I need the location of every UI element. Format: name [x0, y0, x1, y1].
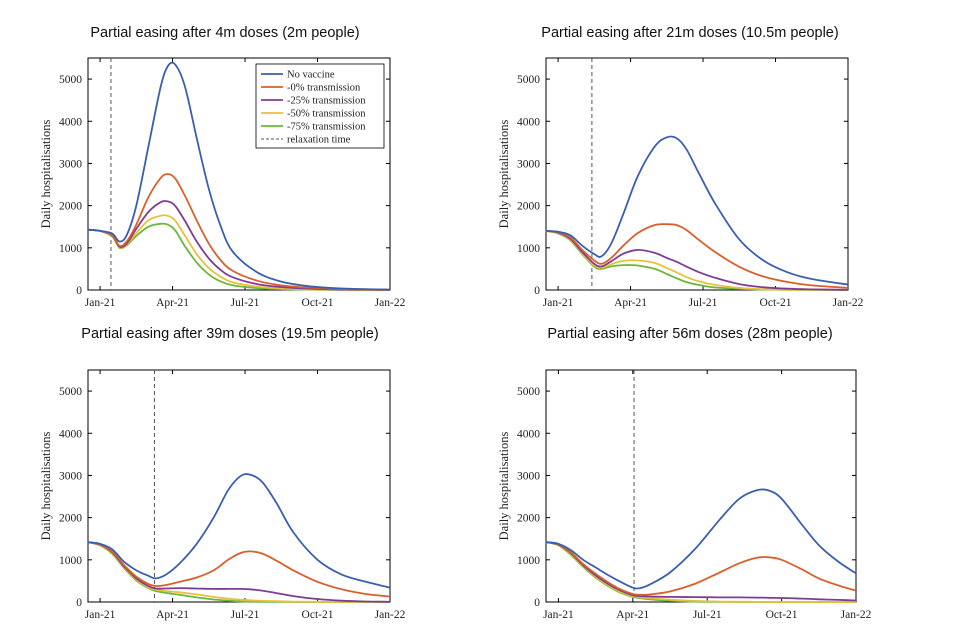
series-line-no-vaccine	[87, 61, 391, 291]
series-line-no-vaccine	[87, 473, 391, 589]
series-line-transmission-50	[545, 230, 849, 291]
x-tick-label: Jan-21	[543, 297, 574, 309]
y-tick-label: 0	[76, 285, 82, 297]
y-tick-label: 2000	[517, 201, 540, 213]
y-tick-label: 2000	[517, 513, 540, 525]
legend-label: relaxation time	[287, 135, 351, 146]
y-tick-label: 5000	[517, 386, 540, 398]
x-tick-label: Oct-21	[766, 609, 798, 621]
y-tick-label: 2000	[59, 513, 82, 525]
chart-1-frame	[87, 57, 391, 291]
legend-label: No vaccine	[287, 70, 335, 81]
y-tick-label: 1000	[517, 555, 540, 567]
y-tick-label: 4000	[517, 116, 540, 128]
x-tick-label: Apr-21	[156, 297, 189, 309]
x-tick-label: Oct-21	[760, 297, 792, 309]
series-line-transmission-75	[87, 541, 390, 603]
legend-label: -0% transmission	[287, 83, 361, 94]
x-tick-label: Jan-22	[841, 609, 872, 621]
x-tick-label: Jul-21	[689, 297, 718, 309]
x-tick-label: Jul-21	[693, 609, 722, 621]
legend-label: -75% transmission	[287, 122, 366, 133]
y-tick-label: 0	[534, 597, 540, 609]
x-tick-label: Jan-22	[833, 297, 864, 309]
y-tick-label: 3000	[517, 470, 540, 482]
series-line-transmission-25	[545, 230, 849, 291]
y-tick-label: 0	[76, 597, 82, 609]
y-tick-label: 5000	[59, 386, 82, 398]
series-line-transmission-0	[545, 541, 857, 596]
x-tick-label: Jan-21	[85, 297, 116, 309]
x-tick-label: Jan-22	[375, 297, 406, 309]
y-tick-label: 4000	[59, 428, 82, 440]
x-tick-label: Jan-22	[375, 609, 406, 621]
y-axis-label: Daily hospitalisations	[497, 120, 511, 229]
legend-label: -25% transmission	[287, 96, 366, 107]
y-tick-label: 3000	[59, 158, 82, 170]
series-line-transmission-25	[87, 541, 391, 603]
series-line-transmission-0	[87, 173, 391, 291]
y-tick-label: 0	[534, 285, 540, 297]
y-axis-label: Daily hospitalisations	[39, 120, 53, 229]
series-line-transmission-0	[87, 541, 391, 598]
chart-4-group: 0 1000 2000 3000 4000 5000 Jan-21 Apr-21 Jul-21 O…	[497, 369, 872, 621]
series-line-transmission-0	[545, 223, 849, 289]
legend-label: -50% transmission	[287, 109, 366, 120]
chart-3-group: 0 1000 2000 3000 4000 5000 Jan-21 Apr-21 Jul-21 O…	[39, 369, 406, 621]
x-tick-label: Apr-21	[156, 609, 189, 621]
chart-3-title: Partial easing after 39m doses (19.5m pe…	[81, 326, 379, 342]
legend-box	[255, 63, 385, 149]
x-tick-label: Jul-21	[231, 297, 260, 309]
chart-2-frame	[545, 57, 849, 291]
series-line-transmission-25	[87, 200, 391, 291]
y-tick-label: 5000	[59, 74, 82, 86]
series-line-no-vaccine	[545, 488, 857, 590]
x-tick-label: Oct-21	[302, 297, 334, 309]
x-tick-label: Apr-21	[614, 297, 647, 309]
chart-2-group: 0 1000 2000 3000 4000 5000 Jan-21 Apr-21 Jul-21 O…	[497, 57, 864, 309]
chart-1-group: 0 1000 2000 3000 4000 5000 Jan-21 Apr-21 Jul-21 O…	[39, 57, 406, 309]
y-tick-label: 4000	[59, 116, 82, 128]
y-axis-label: Daily hospitalisations	[39, 432, 53, 541]
x-tick-label: Jan-21	[85, 609, 116, 621]
series-line-transmission-50	[87, 541, 390, 603]
x-tick-label: Apr-21	[616, 609, 649, 621]
y-tick-label: 3000	[517, 158, 540, 170]
chart-4-frame	[545, 369, 857, 603]
chart-1-title: Partial easing after 4m doses (2m people…	[90, 25, 360, 41]
y-tick-label: 1000	[59, 555, 82, 567]
y-tick-label: 5000	[517, 74, 540, 86]
y-tick-label: 1000	[59, 243, 82, 255]
y-tick-label: 2000	[59, 201, 82, 213]
y-tick-label: 3000	[59, 470, 82, 482]
x-tick-label: Jan-21	[543, 609, 574, 621]
series-line-transmission-25	[545, 541, 857, 602]
y-tick-label: 1000	[517, 243, 540, 255]
chart-3-frame	[87, 369, 391, 603]
series-line-no-vaccine	[545, 135, 849, 286]
x-tick-label: Jul-21	[231, 609, 260, 621]
y-tick-label: 4000	[517, 428, 540, 440]
x-tick-label: Oct-21	[302, 609, 334, 621]
chart-4-title: Partial easing after 56m doses (28m peop…	[547, 326, 833, 342]
y-axis-label: Daily hospitalisations	[497, 432, 511, 541]
chart-2-title: Partial easing after 21m doses (10.5m pe…	[541, 25, 839, 41]
